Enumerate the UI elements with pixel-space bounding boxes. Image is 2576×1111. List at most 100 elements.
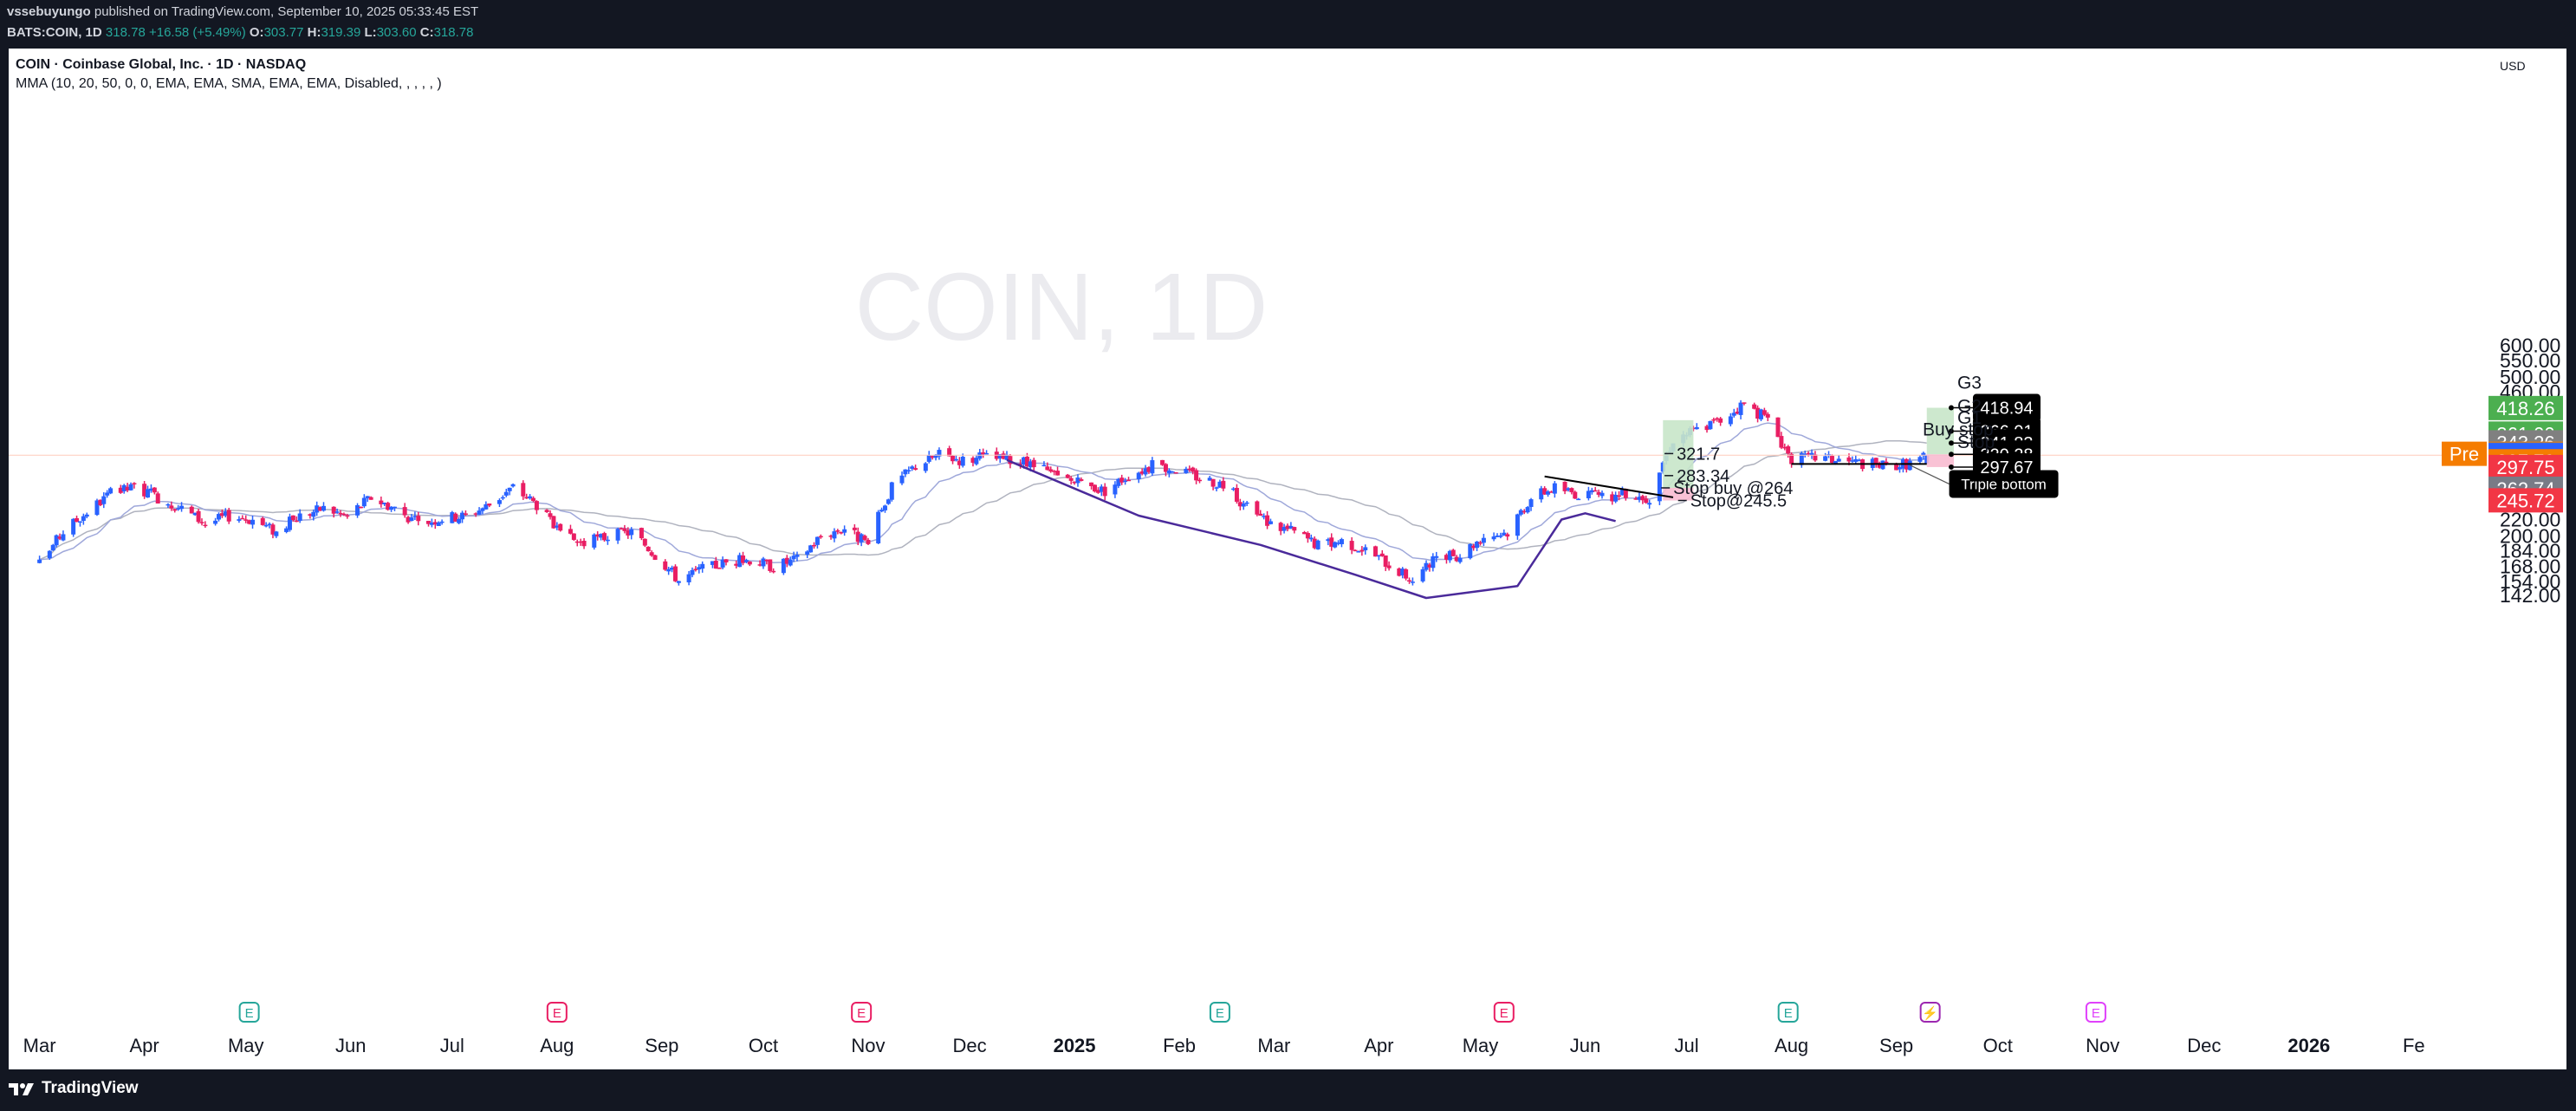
candle-body: [287, 517, 292, 530]
candle-body: [923, 463, 928, 471]
candle-body: [1312, 538, 1317, 549]
candle-body: [903, 469, 908, 475]
candle-body: [1539, 488, 1544, 500]
chart-panel[interactable]: COIN, 1D USD 142.00 154.00 168.00 184.00 200.0…: [9, 49, 2566, 1069]
close-label: C:: [419, 25, 434, 40]
g2-dot: [1948, 428, 1954, 434]
legend-indicator[interactable]: MMA (10, 20, 50, 0, 0, EMA, EMA, SMA, EM…: [16, 76, 442, 91]
candle-body: [1728, 416, 1733, 425]
axis-badge-value: 297.75: [2496, 457, 2554, 478]
event-marker-box: [1209, 1002, 1230, 1023]
candle-body: [1234, 488, 1239, 502]
g1-tag: G1: [1957, 408, 1982, 428]
candle-body: [321, 505, 327, 511]
candle-body: [1113, 484, 1118, 495]
candle-body: [1231, 488, 1236, 491]
candle-body: [75, 517, 80, 523]
candle-body: [47, 550, 52, 559]
g2-tag: G2: [1957, 397, 1982, 417]
price-tick-label: 168.00: [2500, 555, 2560, 577]
open-value: 303.77: [263, 25, 304, 40]
candle-body: [1596, 491, 1601, 495]
candle-body: [741, 555, 746, 563]
candle-body: [1237, 502, 1243, 507]
candle-body: [263, 524, 269, 527]
candle-body: [1288, 525, 1294, 529]
candle-body: [1265, 515, 1270, 526]
candle-body: [1241, 504, 1246, 507]
candle-body: [1079, 478, 1084, 481]
candle-body: [487, 504, 492, 506]
candle-body: [981, 452, 986, 455]
candle-body: [1548, 491, 1554, 493]
candle-body: [710, 561, 715, 565]
candle-body: [1068, 478, 1074, 481]
candle-body: [970, 458, 976, 463]
candle-body: [192, 512, 198, 516]
candle-body: [910, 466, 915, 469]
price-tick-label: 600.00: [2500, 335, 2560, 357]
price-chart[interactable]: COIN, 1D USD 142.00154.00168.00184.00200.0…: [9, 49, 2566, 1069]
candle-body: [1302, 531, 1307, 535]
candle-body: [1052, 471, 1057, 472]
candle-body: [450, 512, 455, 523]
candle-body: [1210, 478, 1216, 487]
candle-body: [274, 531, 279, 536]
candle-body: [723, 559, 729, 562]
candle-body: [558, 523, 563, 531]
candle-body: [771, 570, 776, 573]
candle-body: [118, 487, 123, 493]
candle-body: [1613, 494, 1619, 502]
author-name[interactable]: vssebuyungo: [7, 4, 91, 19]
candle-body: [1028, 461, 1033, 468]
event-marker-glyph: E: [1784, 1006, 1793, 1021]
candle-body: [1546, 491, 1551, 495]
candle-body: [1833, 460, 1838, 465]
candle-body: [1031, 459, 1036, 468]
candle-body: [121, 484, 127, 491]
candle-body: [1836, 458, 1841, 462]
candle-body: [642, 538, 647, 546]
candle-body: [1197, 479, 1202, 482]
candle-body: [842, 529, 847, 533]
time-tick-label: Jun: [335, 1035, 366, 1056]
candle-body: [1447, 550, 1452, 561]
stop-tag: Stop: [1957, 432, 1995, 452]
candle-body: [1711, 419, 1716, 421]
candle-body: [1505, 534, 1510, 537]
candle-body: [1853, 458, 1859, 462]
event-marker-glyph: E: [2092, 1006, 2100, 1021]
candle-body: [1694, 426, 1699, 430]
tradingview-wordmark: TradingView: [42, 1079, 139, 1097]
candle-body: [639, 528, 644, 539]
candle-body: [1593, 490, 1598, 492]
candle-body: [37, 559, 42, 563]
candle-body: [818, 536, 823, 538]
candle-body: [1356, 551, 1361, 553]
candle-body: [496, 500, 502, 504]
candle-body: [1809, 452, 1814, 456]
candle-body: [1336, 543, 1341, 544]
candle-body: [734, 563, 739, 566]
candle-body: [930, 456, 935, 458]
price-level-labels: 418.94G3366.01G2341.83G1320.28Buy stop29…: [1923, 374, 2041, 481]
chart-legend: COIN · Coinbase Global, Inc. · 1D · NASD…: [16, 57, 442, 92]
stop-dot: [1948, 464, 1954, 470]
candle-body: [1207, 478, 1212, 481]
candle-body: [341, 513, 347, 516]
high-value: 319.39: [321, 25, 361, 40]
candle-body: [886, 499, 891, 504]
candle-body: [1457, 557, 1463, 562]
candle-body: [1333, 542, 1338, 548]
candle-body: [483, 504, 489, 510]
candle-body: [1434, 556, 1439, 558]
tradingview-logo[interactable]: TradingView: [9, 1079, 139, 1098]
candle-body: [1163, 464, 1168, 472]
candle-body: [828, 536, 834, 537]
candle-body: [1573, 491, 1578, 499]
candle-body: [1407, 580, 1412, 582]
candle-body: [1802, 453, 1807, 455]
time-tick-label: Mar: [23, 1035, 56, 1056]
event-marker-box: [851, 1002, 873, 1023]
candle-body: [1799, 452, 1804, 465]
